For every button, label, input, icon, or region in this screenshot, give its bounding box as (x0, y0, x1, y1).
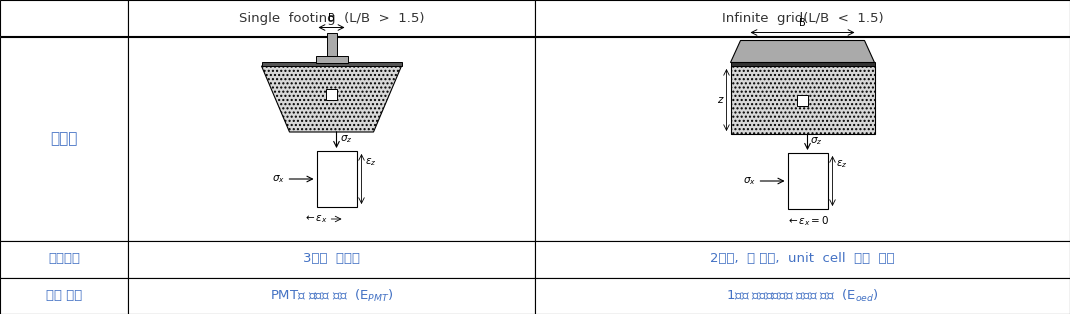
Text: $\sigma_z$: $\sigma_z$ (339, 133, 352, 145)
Text: $\sigma_x$: $\sigma_x$ (272, 173, 285, 185)
Bar (0, 36, 128, 241)
Bar (326, 89, 337, 100)
Text: $\sigma_x$: $\sigma_x$ (743, 175, 755, 187)
Bar (535, 278, 1070, 314)
Text: 참고 강성: 참고 강성 (46, 289, 82, 302)
Polygon shape (731, 66, 874, 134)
Text: 3차원  모델링: 3차원 모델링 (303, 252, 360, 266)
Text: PMT로 측정된 강성  (E$_{PMT}$): PMT로 측정된 강성 (E$_{PMT}$) (270, 288, 393, 304)
Text: $\varepsilon_z$: $\varepsilon_z$ (365, 156, 376, 168)
Bar (0, 241, 128, 278)
Text: 모형도: 모형도 (50, 131, 78, 146)
Bar (128, 0, 535, 36)
Bar (0, 0, 128, 36)
Bar (326, 34, 336, 56)
Text: Infinite  grid(L/B  <  1.5): Infinite grid(L/B < 1.5) (721, 12, 884, 25)
Bar (535, 0, 1070, 36)
Bar (261, 62, 401, 66)
Text: Single  footing  (L/B  >  1.5): Single footing (L/B > 1.5) (239, 12, 424, 25)
Polygon shape (261, 66, 401, 132)
Text: $\sigma_z$: $\sigma_z$ (810, 135, 823, 147)
Text: B: B (328, 13, 335, 23)
Text: 2차원,  축 대칭,  unit  cell  모델  사용: 2차원, 축 대칭, unit cell 모델 사용 (710, 252, 895, 266)
Bar (316, 56, 348, 62)
Bar (731, 62, 874, 66)
Bar (797, 95, 808, 106)
Text: z: z (717, 95, 722, 105)
Text: B: B (799, 18, 806, 28)
Bar (128, 278, 535, 314)
Bar (535, 36, 1070, 241)
Bar (788, 153, 827, 209)
Bar (317, 151, 356, 207)
Text: $\leftarrow \varepsilon_x$: $\leftarrow \varepsilon_x$ (303, 213, 327, 225)
Text: 분석방법: 분석방법 (48, 252, 80, 266)
Text: 1차원 압축셀로부터 측정된 강성  (E$_{oed}$): 1차원 압축셀로부터 측정된 강성 (E$_{oed}$) (727, 288, 878, 304)
Polygon shape (731, 41, 874, 62)
Bar (128, 36, 535, 241)
Bar (128, 241, 535, 278)
Bar (535, 241, 1070, 278)
Text: $\varepsilon_z$: $\varepsilon_z$ (836, 158, 847, 170)
Text: $\leftarrow \varepsilon_x = 0$: $\leftarrow \varepsilon_x = 0$ (785, 214, 829, 228)
Bar (0, 278, 128, 314)
